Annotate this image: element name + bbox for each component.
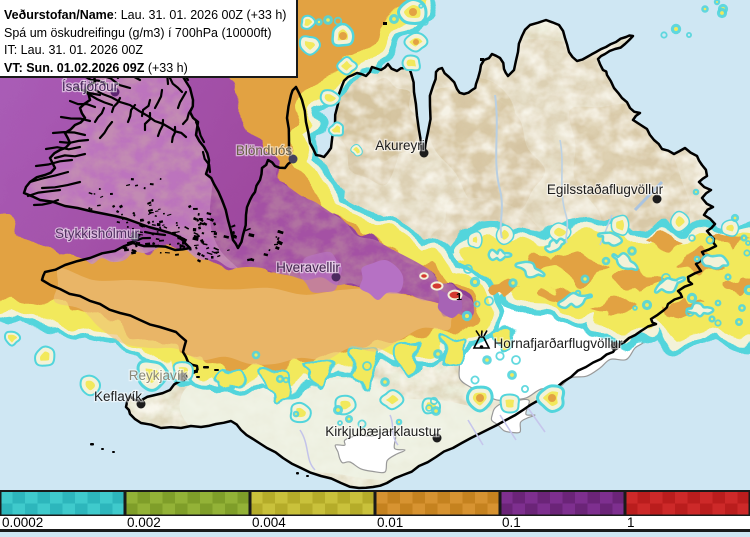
svg-text:Akureyri: Akureyri: [375, 138, 425, 153]
svg-text:Reykjavík: Reykjavík: [129, 368, 188, 383]
svg-text:1: 1: [456, 291, 462, 303]
svg-text:Blönduós: Blönduós: [236, 143, 293, 158]
svg-text:Ísafjörður: Ísafjörður: [62, 79, 119, 94]
svg-text:Egilsstaðaflugvöllur: Egilsstaðaflugvöllur: [547, 182, 664, 197]
svg-text:Hveravellir: Hveravellir: [276, 260, 340, 275]
svg-text:Hornafjarðarflugvöllur: Hornafjarðarflugvöllur: [493, 336, 623, 351]
svg-text:Kirkjubæjarklaustur: Kirkjubæjarklaustur: [325, 424, 441, 439]
svg-text:Keflavík: Keflavík: [94, 389, 142, 404]
svg-text:Stykkishólmur: Stykkishólmur: [55, 226, 140, 241]
